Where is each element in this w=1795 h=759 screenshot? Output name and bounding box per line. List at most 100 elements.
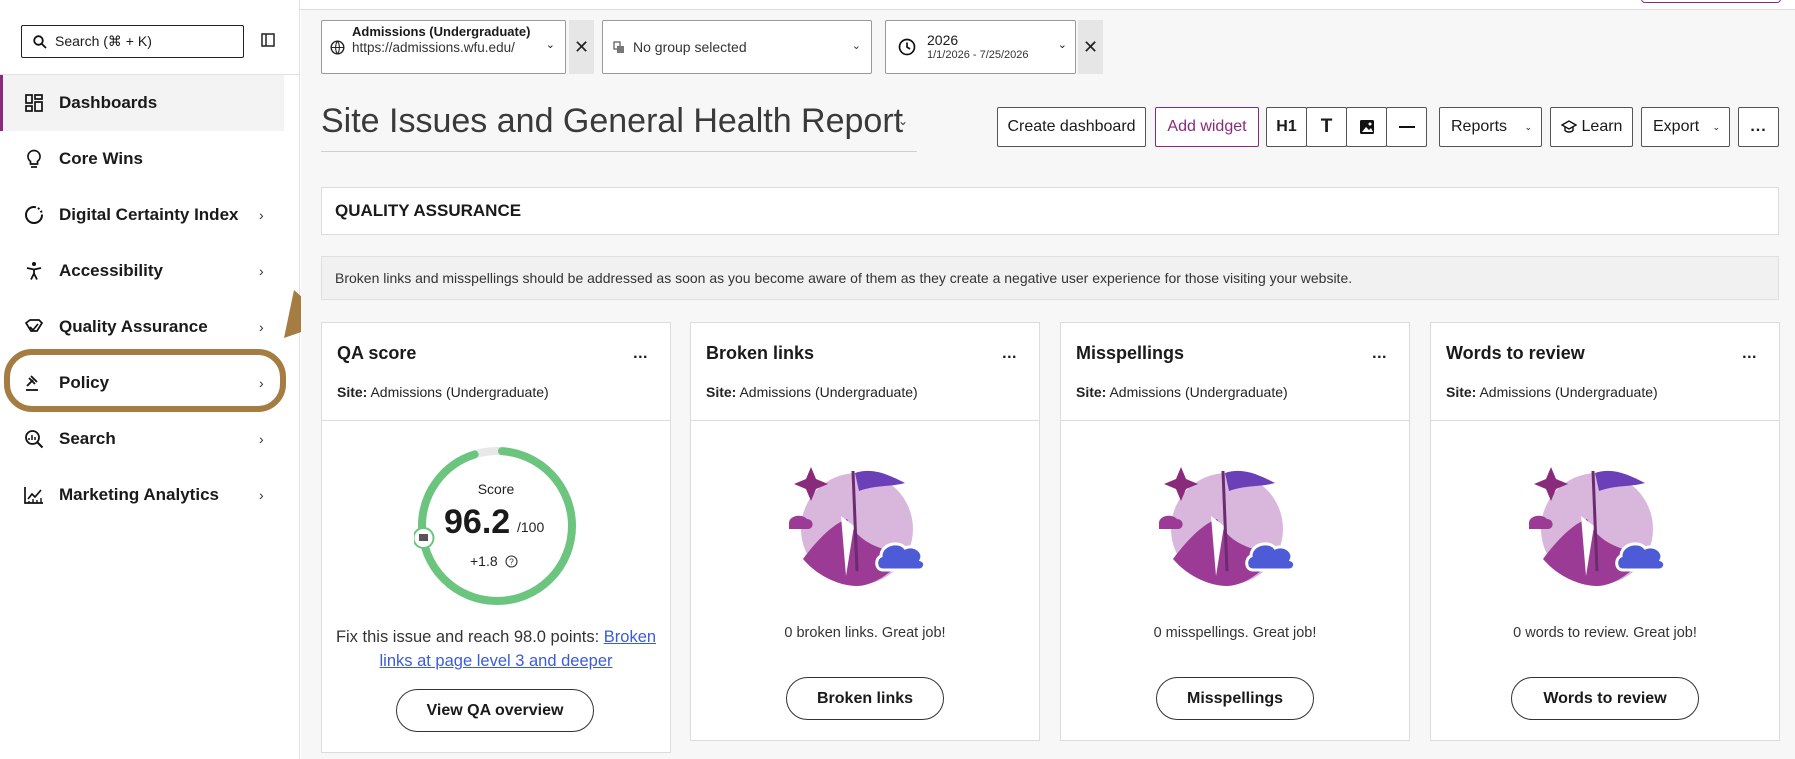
sidebar-divider [0, 74, 300, 75]
add-heading-button[interactable]: H1 [1266, 107, 1307, 147]
card-menu-button[interactable]: ... [1742, 345, 1757, 362]
add-widget-button[interactable]: Add widget [1155, 107, 1259, 147]
section-note: Broken links and misspellings should be … [321, 256, 1779, 300]
site-value: Admissions (Undergraduate) [1109, 384, 1288, 400]
reports-dropdown[interactable]: Reports ⌄ [1439, 107, 1542, 147]
chevron-right-icon: › [259, 263, 264, 279]
success-illustration-icon [1529, 467, 1667, 586]
help-icon[interactable]: ? [504, 555, 518, 568]
date-filter[interactable]: 2026 1/1/2026 - 7/25/2026 ⌄ [885, 20, 1076, 74]
chevron-down-icon: ⌄ [1057, 39, 1067, 51]
chevron-right-icon: › [259, 319, 264, 335]
empty-message: 0 words to review. Great job! [1513, 625, 1697, 641]
add-text-button[interactable]: T [1306, 107, 1347, 147]
date-year: 2026 [927, 32, 959, 48]
search-analytics-icon [24, 429, 44, 449]
sidebar-item-label: Policy [59, 373, 110, 392]
site-value: Admissions (Undergraduate) [739, 384, 918, 400]
card-site: Site: Admissions (Undergraduate) [337, 384, 549, 400]
section-heading: QUALITY ASSURANCE [321, 187, 1779, 235]
card-title: Broken links [706, 343, 815, 363]
score-max: /100 [517, 519, 545, 535]
words-to-review-button[interactable]: Words to review [1511, 677, 1699, 720]
page-title[interactable]: Site Issues and General Health Report [321, 102, 904, 140]
group-value: No group selected [633, 39, 747, 55]
learn-button[interactable]: Learn [1550, 107, 1633, 147]
sidebar-item-accessibility[interactable]: Accessibility › [0, 243, 300, 299]
card-site: Site: Admissions (Undergraduate) [1446, 384, 1658, 400]
top-right-button-edge[interactable] [1641, 0, 1781, 3]
export-dropdown[interactable]: Export ⌄ [1641, 107, 1730, 147]
score-label: Score [477, 481, 515, 497]
fix-suggestion: Fix this issue and reach 98.0 points: Br… [322, 625, 670, 673]
group-filter[interactable]: No group selected ⌄ [602, 20, 872, 74]
card-site: Site: Admissions (Undergraduate) [1076, 384, 1288, 400]
chevron-right-icon: › [259, 207, 264, 223]
site-label: Site: [337, 384, 368, 400]
sidebar-item-marketing-analytics[interactable]: Marketing Analytics › [0, 467, 300, 523]
sidebar-item-digital-certainty-index[interactable]: Digital Certainty Index › [0, 187, 300, 243]
gavel-icon [24, 373, 44, 393]
empty-message: 0 broken links. Great job! [784, 625, 946, 641]
chevron-down-icon: ⌄ [545, 39, 555, 51]
card-title: QA score [337, 343, 417, 363]
more-options-button[interactable]: ... [1738, 107, 1779, 147]
sidebar-item-quality-assurance[interactable]: Quality Assurance › [0, 299, 300, 355]
sidebar-item-label: Quality Assurance [59, 317, 208, 336]
title-underline [321, 151, 917, 152]
chevron-right-icon: › [259, 431, 264, 447]
date-range: 1/1/2026 - 7/25/2026 [927, 49, 1029, 61]
site-label: Site: [1446, 384, 1477, 400]
view-qa-overview-button[interactable]: View QA overview [396, 689, 594, 732]
score-delta: +1.8 ? [470, 553, 518, 569]
empty-message: 0 misspellings. Great job! [1153, 625, 1317, 641]
site-value: Admissions (Undergraduate) [1479, 384, 1658, 400]
card-menu-button[interactable]: ... [1002, 345, 1017, 362]
create-dashboard-button[interactable]: Create dashboard [997, 107, 1146, 147]
card-title: Misspellings [1076, 343, 1185, 363]
chevron-down-icon[interactable]: ⌄ [898, 114, 909, 128]
site-label: Site: [706, 384, 737, 400]
site-url: https://admissions.wfu.edu/ [352, 40, 515, 55]
search-button[interactable]: Search (⌘ + K) [21, 25, 244, 58]
top-divider [300, 9, 1795, 10]
sidebar-item-label: Dashboards [59, 93, 158, 112]
site-name: Admissions (Undergraduate) [352, 24, 531, 39]
misspellings-button[interactable]: Misspellings [1156, 677, 1314, 720]
chevron-down-icon: ⌄ [1524, 121, 1532, 132]
score-value: 96.2 [444, 503, 511, 541]
add-divider-button[interactable] [1386, 107, 1427, 147]
clear-site-button[interactable]: ✕ [569, 20, 594, 74]
broken-links-button[interactable]: Broken links [786, 677, 944, 720]
sidebar-item-label: Digital Certainty Index [59, 205, 239, 224]
misspellings-card: Misspellings ... Site: Admissions (Under… [1060, 322, 1410, 741]
lightbulb-icon [24, 149, 44, 169]
graduation-cap-icon [1560, 120, 1577, 133]
sidebar-item-policy[interactable]: Policy › [0, 355, 300, 411]
reports-label: Reports [1451, 118, 1508, 135]
card-title: Words to review [1446, 343, 1585, 363]
globe-icon [330, 40, 345, 55]
sidebar-item-label: Core Wins [59, 149, 143, 168]
search-label: Search (⌘ + K) [55, 33, 152, 49]
clear-date-button[interactable]: ✕ [1078, 20, 1103, 74]
export-label: Export [1653, 118, 1700, 135]
sidebar-collapse-icon[interactable] [261, 33, 275, 47]
sidebar-item-search[interactable]: Search › [0, 411, 300, 467]
card-header: Misspellings ... Site: Admissions (Under… [1061, 323, 1409, 421]
fix-link[interactable]: Broken links at page level 3 and deeper [379, 628, 657, 670]
fix-text: Fix this issue and reach 98.0 points: [335, 628, 600, 646]
sidebar-item-core-wins[interactable]: Core Wins [0, 131, 300, 187]
score-delta-value: +1.8 [470, 553, 498, 569]
sidebar-item-dashboards[interactable]: Dashboards [0, 75, 284, 131]
sidebar-item-label: Marketing Analytics [59, 485, 219, 504]
chevron-down-icon: ⌄ [851, 40, 861, 52]
card-header: Words to review ... Site: Admissions (Un… [1431, 323, 1779, 421]
search-icon [33, 34, 47, 49]
card-menu-button[interactable]: ... [633, 345, 648, 362]
add-image-button[interactable] [1346, 107, 1387, 147]
chevron-down-icon: ⌄ [1712, 121, 1720, 132]
chevron-right-icon: › [259, 487, 264, 503]
site-filter[interactable]: Admissions (Undergraduate) https://admis… [321, 20, 566, 74]
card-menu-button[interactable]: ... [1372, 345, 1387, 362]
